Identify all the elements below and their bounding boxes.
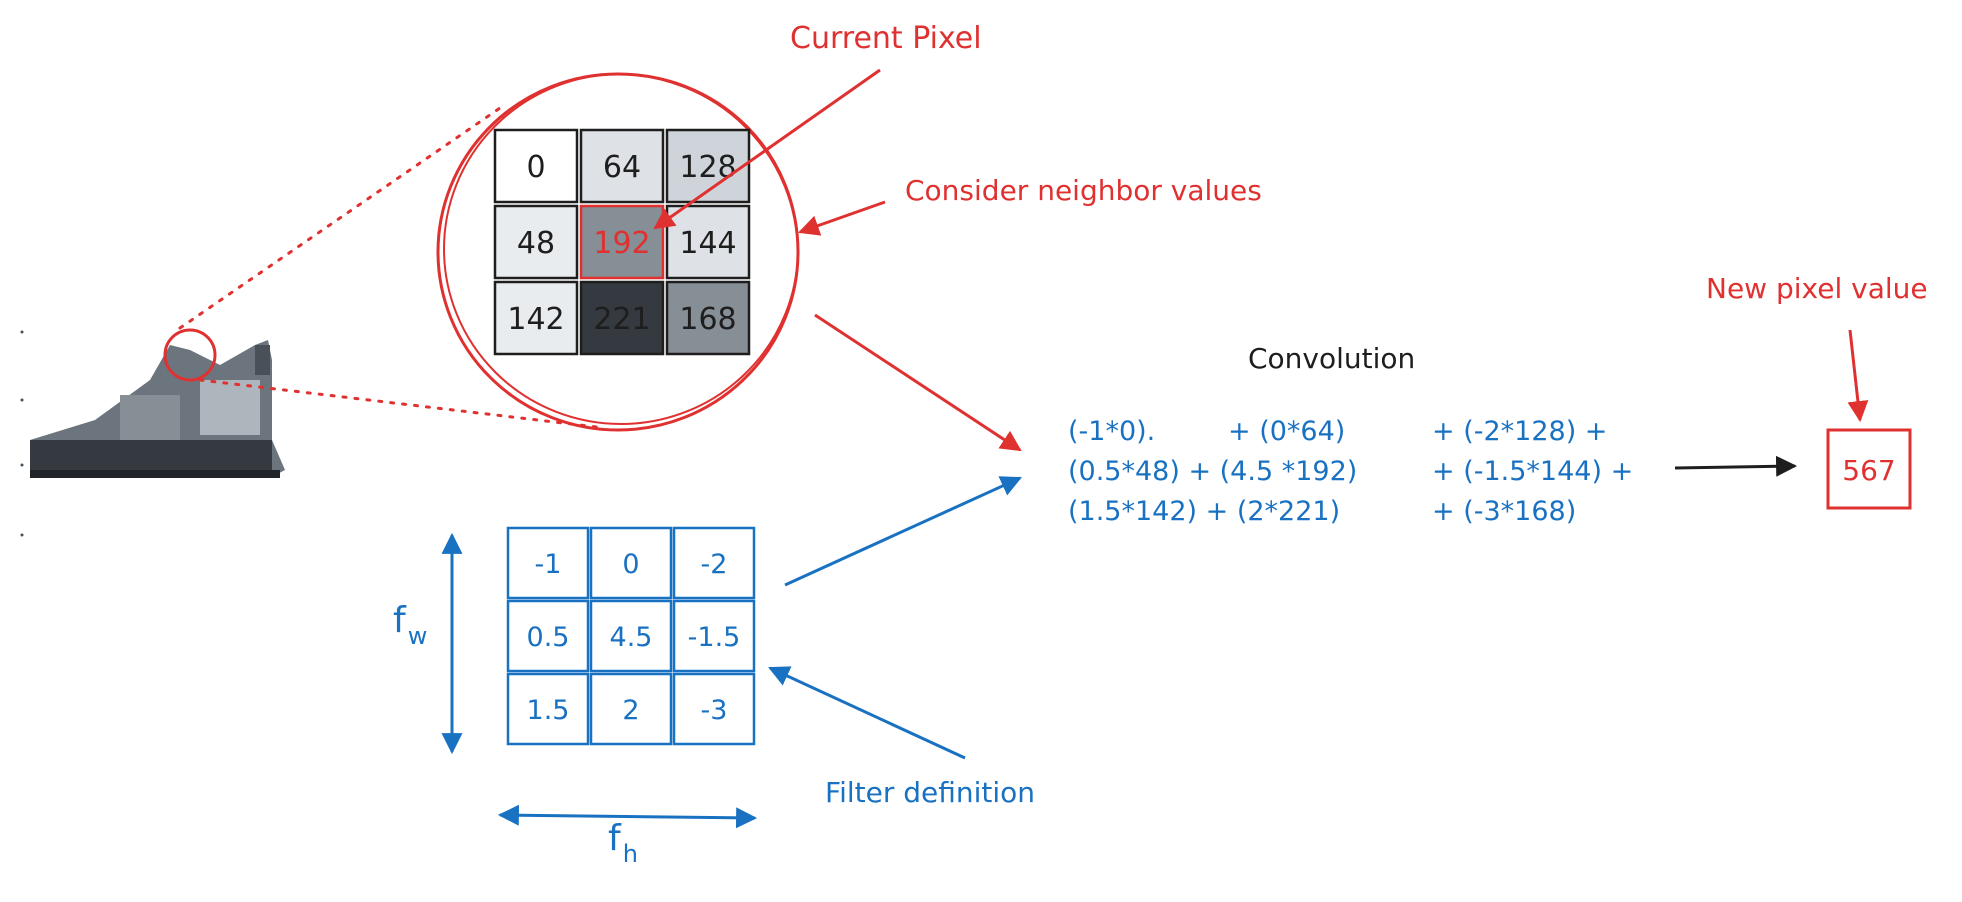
equation-row-2-term-2: + (-1.5*144) + xyxy=(1432,456,1633,487)
pixel-cell xyxy=(493,204,579,280)
pixel-cell-value: 221 xyxy=(593,302,650,337)
shoe-image xyxy=(20,330,285,537)
zoom-line-bottom xyxy=(198,378,607,430)
filter-cell-value: -1.5 xyxy=(688,622,741,653)
pixel-cell xyxy=(579,128,665,204)
filter-cell-value: 0.5 xyxy=(527,622,570,653)
pixel-cell-value: 192 xyxy=(593,226,650,261)
equation-row-1-term-2: + (0*64) xyxy=(1228,416,1345,447)
new-pixel-value-arrow xyxy=(1847,329,1869,423)
pixel-cell xyxy=(493,280,579,356)
pixel-cell-value: 128 xyxy=(679,150,736,185)
fh-label: fh xyxy=(608,818,638,868)
pixel-cell-value: 0 xyxy=(526,150,545,185)
pixel-cell xyxy=(579,204,665,280)
filter-cell xyxy=(506,599,590,673)
convolution-equation: (-1*0). + (0*64) + (-2*128) + (0.5*48) +… xyxy=(1068,416,1633,527)
pixel-cell xyxy=(493,128,579,204)
pixel-grid: 0 64 128 48 192 144 142 221 168 xyxy=(493,128,751,356)
equation-to-result-arrow xyxy=(1674,455,1798,477)
equation-row-2-term-1: (0.5*48) + (4.5 *192) xyxy=(1068,456,1357,487)
fw-label: fw xyxy=(393,600,427,650)
pixel-cell xyxy=(665,280,751,356)
filter-cell-value: -3 xyxy=(701,695,728,726)
new-pixel-value-label: New pixel value xyxy=(1706,272,1928,305)
filter-cell-value: 1.5 xyxy=(527,695,570,726)
neighbors-to-equation-arrow xyxy=(814,313,1022,452)
pixel-cell xyxy=(579,280,665,356)
filter-cell xyxy=(506,526,590,600)
pixel-cell-value: 48 xyxy=(517,226,555,261)
filter-cell xyxy=(672,526,756,600)
filter-definition-label: Filter definition xyxy=(825,776,1035,809)
filter-cell-value: -2 xyxy=(701,549,728,580)
equation-row-1-term-1: (-1*0). xyxy=(1068,416,1155,447)
consider-neighbors-label: Consider neighbor values xyxy=(905,174,1262,207)
filter-to-equation-arrow xyxy=(784,476,1022,587)
filter-cell xyxy=(506,672,590,746)
filter-grid: -1 0 -2 0.5 4.5 -1.5 1.5 2 -3 xyxy=(506,526,756,746)
pixel-cell-value: 168 xyxy=(679,302,736,337)
result-box xyxy=(1826,428,1912,510)
filter-cell-value: 2 xyxy=(622,695,639,726)
equation-row-1-term-3: + (-2*128) + xyxy=(1432,416,1607,447)
current-pixel-arrow xyxy=(653,68,881,230)
zoom-source-circle xyxy=(163,328,217,382)
filter-cell xyxy=(589,672,673,746)
filter-cell xyxy=(672,599,756,673)
equation-row-3-term-2: + (-3*168) xyxy=(1432,496,1576,527)
result-value: 567 xyxy=(1842,454,1895,487)
filter-cell-value: 4.5 xyxy=(610,622,653,653)
zoom-circle-sketch xyxy=(443,73,799,425)
consider-neighbors-arrow xyxy=(798,200,886,236)
filter-cell xyxy=(589,526,673,600)
filter-cell-value: 0 xyxy=(622,549,639,580)
filter-cell-value: -1 xyxy=(535,549,562,580)
current-pixel-label: Current Pixel xyxy=(790,21,982,56)
pixel-cell-value: 64 xyxy=(603,150,641,185)
fh-arrow xyxy=(497,804,758,829)
filter-cell xyxy=(672,672,756,746)
equation-row-3-term-1: (1.5*142) + (2*221) xyxy=(1068,496,1340,527)
convolution-label: Convolution xyxy=(1248,342,1415,375)
pixel-cell-value: 144 xyxy=(679,226,736,261)
pixel-cell-value: 142 xyxy=(507,302,564,337)
filter-definition-arrow xyxy=(768,666,966,760)
pixel-cell xyxy=(665,204,751,280)
zoom-line-top xyxy=(178,106,502,330)
filter-cell xyxy=(589,599,673,673)
